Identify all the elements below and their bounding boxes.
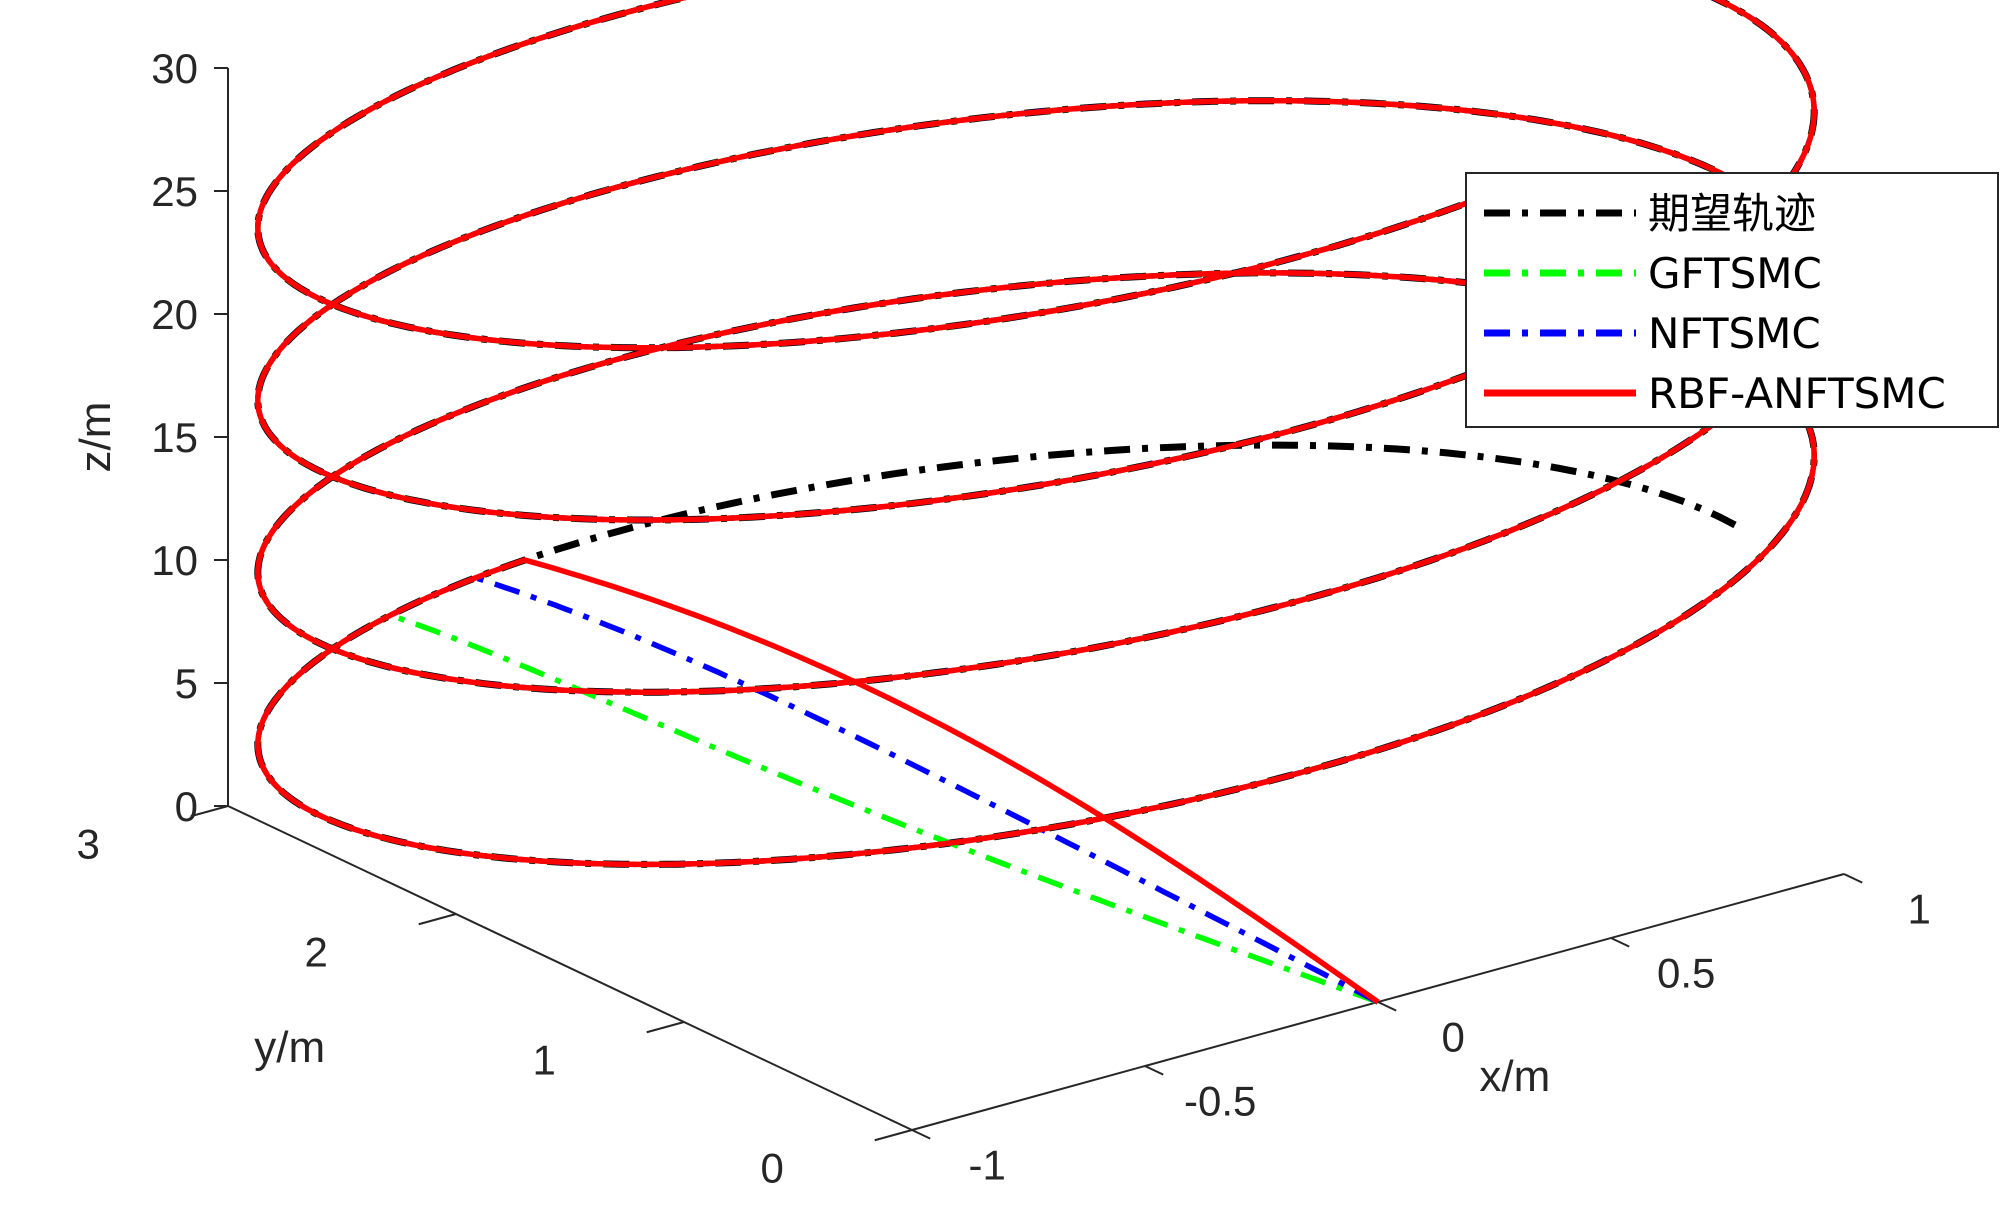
x-tick-label: -0.5 [1184, 1078, 1256, 1125]
x-tick-label: 0.5 [1657, 950, 1715, 997]
series-RBF-ANFTSMC [255, 0, 1817, 1005]
legend-label: GFTSMC [1648, 249, 1822, 298]
series-layer [254, 0, 1818, 1005]
y-tick-1 [646, 1021, 685, 1034]
y-tick-label: 2 [305, 928, 328, 975]
x-tick-1 [1144, 1065, 1164, 1076]
x-tick-3 [1610, 937, 1630, 948]
z-tick-label: 25 [151, 168, 198, 215]
legend-label: NFTSMC [1648, 309, 1821, 358]
legend-label: 期望轨迹 [1648, 189, 1816, 238]
y-tick-3 [190, 805, 229, 818]
series-line [255, 0, 1817, 1005]
z-tick-label: 10 [151, 537, 198, 584]
y-tick-label: 3 [77, 820, 100, 867]
x-tick-4 [1843, 873, 1863, 884]
y-tick-label: 1 [533, 1036, 556, 1083]
x-tick-2 [1377, 1001, 1397, 1012]
z-tick-label: 5 [175, 660, 198, 707]
x-tick-label: 0 [1442, 1014, 1465, 1061]
x-tick-label: -1 [969, 1142, 1006, 1189]
x-tick-0 [911, 1129, 931, 1140]
z-axis-label: z/m [71, 402, 120, 473]
y-tick-2 [418, 913, 457, 926]
x-tick-label: 1 [1908, 886, 1931, 933]
z-tick-label: 0 [175, 783, 198, 830]
z-tick-label: 20 [151, 291, 198, 338]
z-tick-label: 30 [151, 45, 198, 92]
legend-label: RBF-ANFTSMC [1648, 369, 1946, 418]
y-axis-line [227, 805, 913, 1131]
x-axis-label: x/m [1479, 1052, 1550, 1101]
y-tick-label: 0 [761, 1144, 784, 1191]
legend: 期望轨迹 GFTSMC NFTSMC RBF-ANFTSMC [1465, 172, 1999, 428]
z-tick-label: 15 [151, 414, 198, 461]
y-tick-0 [874, 1129, 913, 1142]
y-axis-label: y/m [254, 1023, 325, 1072]
